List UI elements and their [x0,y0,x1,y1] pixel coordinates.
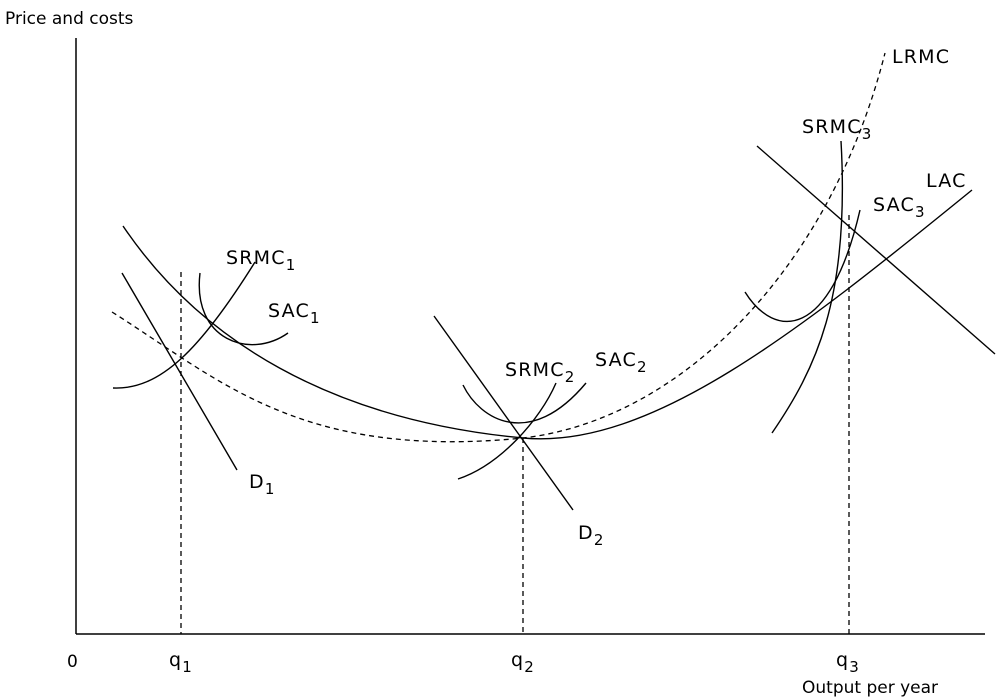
srmc3-curve [771,140,844,434]
y-axis-title: Price and costs [5,9,134,29]
sac2-label: SAC2 [595,349,648,376]
origin-label: 0 [67,652,78,672]
lrmc-curve [111,52,886,443]
q2-tick-label: q2 [511,649,535,676]
d2-label: D2 [578,522,605,549]
demand-1-line [121,272,238,471]
sac3-curve [744,209,861,323]
lac-curve [122,189,973,440]
srmc2-curve [457,382,557,480]
sac2-curve [462,382,587,424]
srmc1-curve [112,261,256,389]
sac3-label: SAC3 [873,194,926,221]
q3-tick-label: q3 [836,649,860,676]
d1-label: D1 [249,471,276,498]
sac1-label: SAC1 [268,300,321,327]
srmc2-label: SRMC2 [505,359,575,386]
lrmc-label: LRMC [892,46,950,68]
demand-3-line [756,145,996,355]
srmc1-label: SRMC1 [226,247,296,274]
srmc3-label: SRMC3 [802,116,872,143]
x-axis-title: Output per year [802,678,938,698]
sac1-curve [198,272,289,346]
q1-tick-label: q1 [169,649,193,676]
demand-2-line [433,315,574,511]
lac-label: LAC [926,170,967,192]
